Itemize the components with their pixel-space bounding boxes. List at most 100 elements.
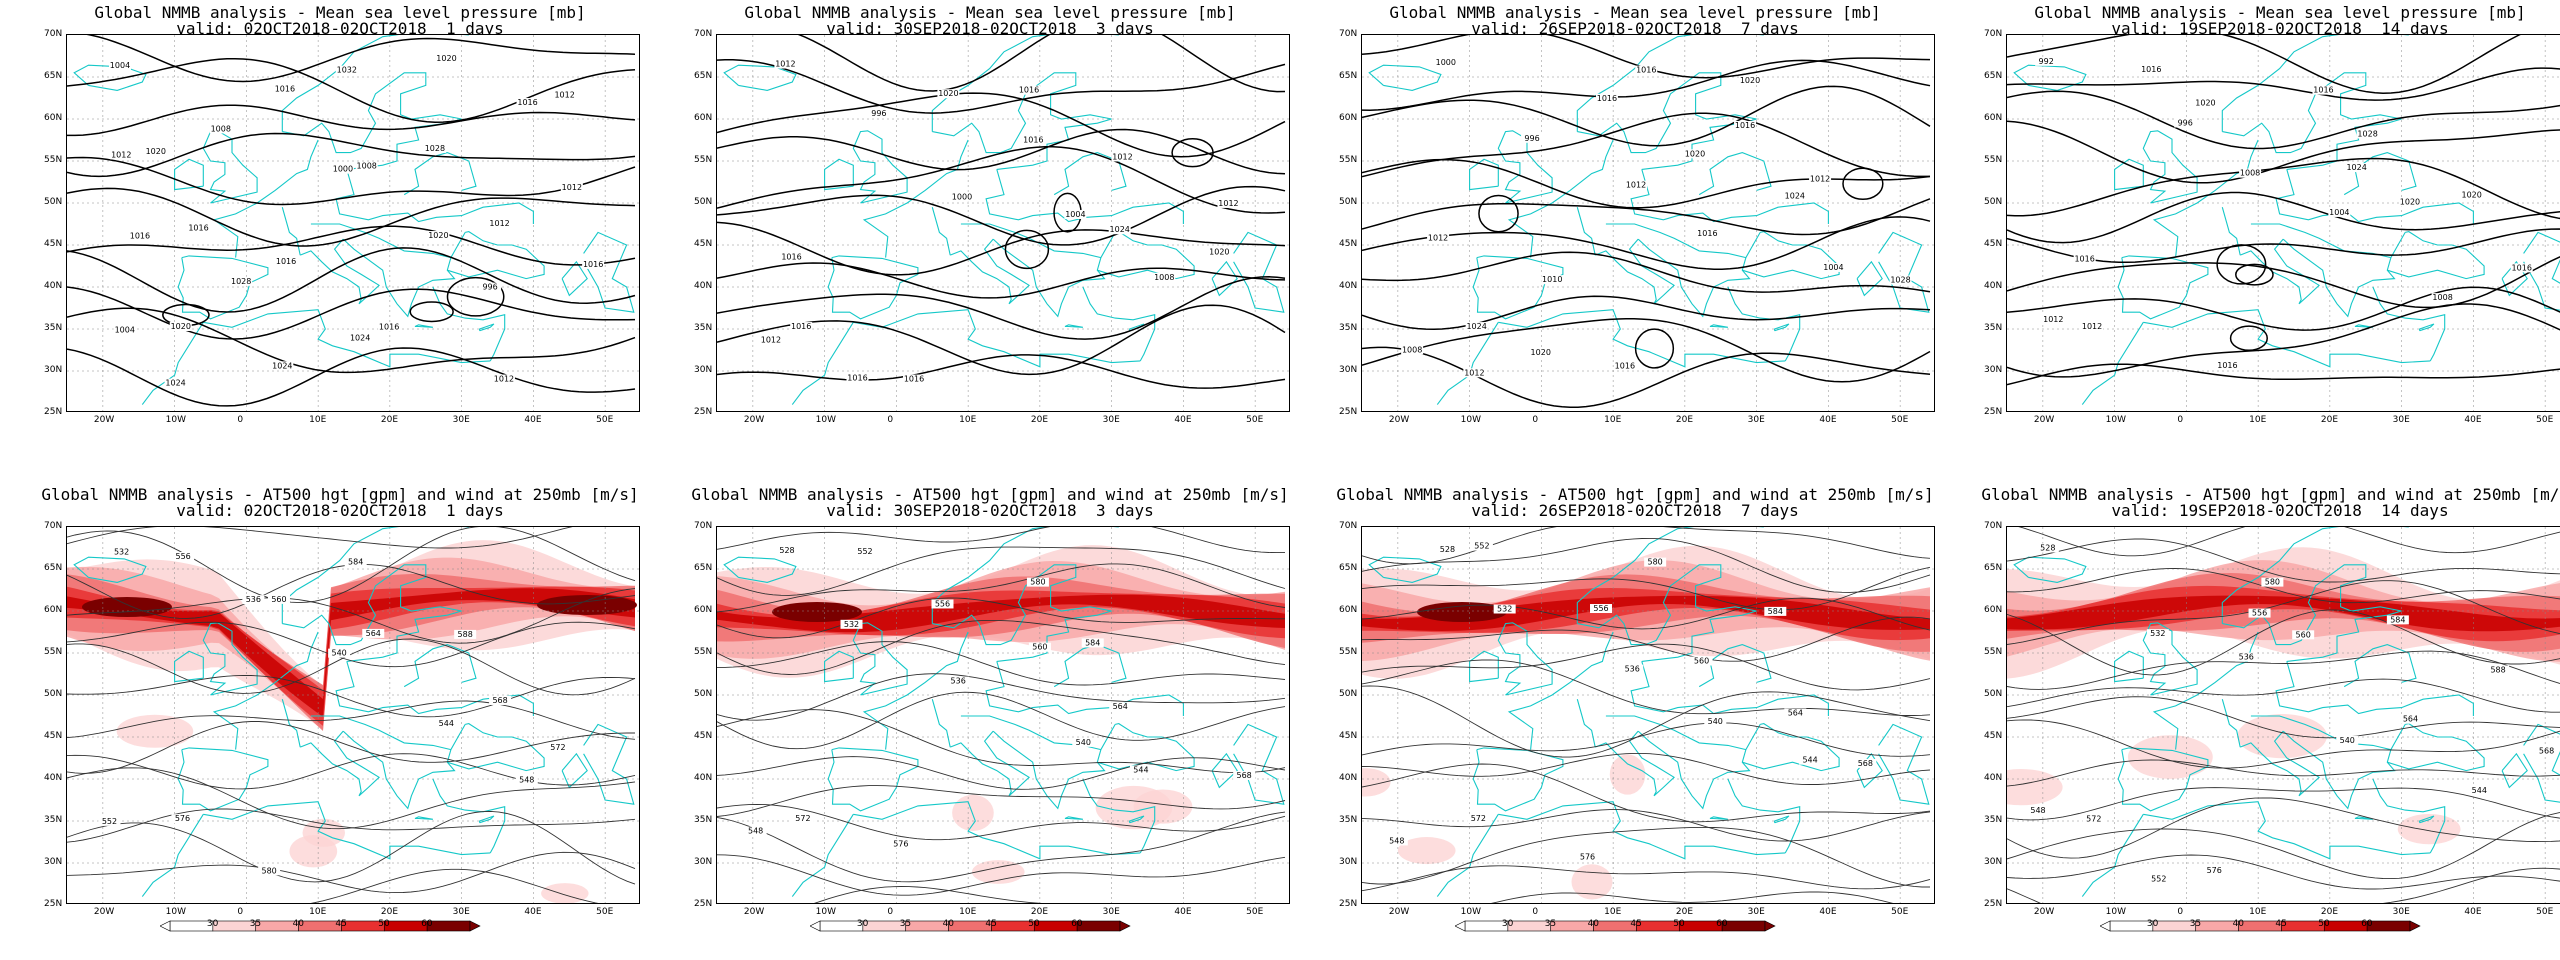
lon-tick-label: 10E [1604,907,1622,917]
contour-label-bg [1784,708,1807,718]
coastline [1709,816,1728,820]
lat-tick-label: 45N [44,731,63,741]
wind-speed-shading [541,883,589,903]
colorbar-tick-label: 50 [378,919,390,929]
contour-label-bg [867,109,890,119]
isobar [717,691,1286,750]
contour-label: 1012 [562,183,582,192]
contour-label-bg [1822,262,1845,272]
contour-label: 548 [2030,806,2045,815]
isobar [717,304,1286,376]
contour-label-bg [2073,254,2096,264]
panel-title: Global NMMB analysis - Mean sea level pr… [2034,3,2526,22]
coastline [931,207,951,256]
coastline [723,556,797,583]
lat-tick-label: 55N [1984,647,2003,657]
contour-label: 540 [1708,717,1723,726]
panel-title: Global NMMB analysis - AT500 hgt [gpm] a… [1981,485,2560,504]
contour-label-bg [1690,656,1713,666]
lon-tick-label: 10E [309,415,327,425]
contour-label-bg [1129,765,1152,775]
coastline [479,815,495,824]
lon-tick-label: 30E [1747,907,1765,917]
lon-tick-label: 20E [1675,415,1694,425]
lon-tick-label: 20W [1388,907,1410,917]
contour-label: 1024 [272,361,292,370]
lon-tick-label: 10E [959,415,977,425]
contour-label-bg [774,59,797,69]
isobar [2007,797,2560,859]
coastline [342,724,466,810]
contour-label-bg [2312,85,2335,95]
contour-label-bg [2460,190,2483,200]
panel-title: Global NMMB analysis - Mean sea level pr… [94,3,586,22]
coastline [2222,564,2402,646]
wind-speed-shading [952,794,994,832]
contour-label: 588 [2490,665,2505,674]
contour-label-bg [258,866,281,876]
pressure-center [1842,167,1884,201]
contour-label-bg [776,546,799,556]
coastline [2387,723,2485,772]
contour-label-bg [2356,129,2379,139]
contour-label: 1020 [1209,248,1229,257]
coastline [1630,169,1829,224]
coastline [996,610,1112,662]
coastline [853,801,1141,860]
contour-label-bg [1463,368,1486,378]
contour-label: 1016 [2313,86,2333,95]
lat-tick-label: 30N [1984,857,2003,867]
contour-label-bg [271,361,294,371]
contour-label-bg [1613,361,1636,371]
coastline [403,644,477,688]
coastline [1774,323,1790,332]
contour-label: 1012 [1428,233,1448,242]
pressure-center [409,301,454,323]
contour-label: 552 [2151,874,2166,883]
contour-label-bg [1635,65,1658,75]
contour-label: 532 [1497,604,1512,613]
contour-label: 548 [1389,836,1404,845]
lat-tick-label: 35N [1984,323,2003,333]
contour-label: 1010 [1542,275,1562,284]
wind-speed-shading [116,714,194,748]
contour-label: 568 [2539,747,2554,756]
lon-tick-label: 50E [2536,415,2554,425]
contour-label-bg [516,98,539,108]
isobar [2007,568,2560,604]
contour-label-bg [947,676,970,686]
isobar [2007,609,2560,676]
contour-label-bg [328,648,351,658]
lon-tick-label: 30E [1747,415,1765,425]
contour-label-bg [1467,814,1490,824]
lat-tick-label: 40N [1339,773,1358,783]
contour-label: 528 [1440,545,1455,554]
contour-label-bg [2203,865,2226,875]
contour-label: 532 [2150,629,2165,638]
lat-tick-label: 40N [44,281,63,291]
map-svg: 992 996 1008 1004 1008 1012 1016 1020 1024 1020 10… [2007,35,2560,411]
coastline [203,309,491,368]
lon-tick-label: 40E [524,907,542,917]
isobar [2007,191,2560,244]
isobar [717,641,1286,686]
isobar [1362,537,1931,593]
contour-label: 540 [1076,738,1091,747]
isobar [2007,90,2560,150]
jet-core [1417,602,1507,622]
lat-tick-label: 65N [44,563,63,573]
colorbar-right-arrow [1119,920,1131,932]
contour-label: 536 [2239,653,2254,662]
coastline [299,238,381,305]
lon-tick-label: 50E [1891,907,1909,917]
isobar [86,35,636,83]
contour-label: 1016 [1636,66,1656,75]
lon-tick-label: 30E [1102,415,1120,425]
contour-label: 584 [1768,607,1783,616]
contour-label-bg [546,743,569,753]
coastline [403,152,477,196]
contour-label-bg [209,124,232,134]
contour-label: 1024 [1466,322,1486,331]
lon-tick-label: 20E [380,907,399,917]
lat-tick-label: 25N [694,899,713,909]
